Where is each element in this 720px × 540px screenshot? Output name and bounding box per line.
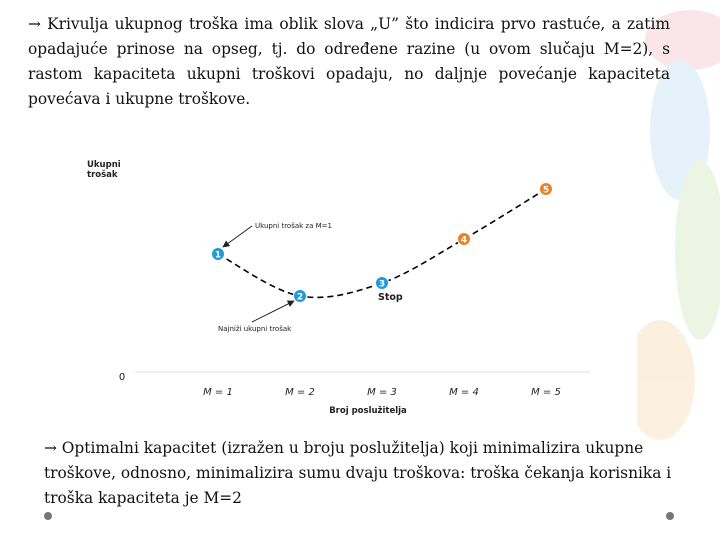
- annotation: Najniži ukupni trošak: [218, 325, 292, 333]
- x-axis-title: Broj poslužitelja: [329, 406, 407, 416]
- point-label: 5: [543, 186, 549, 196]
- point-label: 3: [379, 280, 385, 290]
- paragraph: → Optimalni kapacitet (izražen u broju p…: [44, 439, 672, 507]
- point-label: 1: [215, 251, 221, 261]
- point-marker: [293, 289, 307, 303]
- x-tick-label: M = 1: [203, 387, 233, 398]
- annotation: Ukupni trošak za M=1: [255, 222, 332, 230]
- annotation-arrow: [251, 300, 295, 323]
- annotation: Stop: [378, 292, 403, 303]
- x-tick-label: M = 3: [367, 387, 397, 398]
- point-marker: [539, 182, 553, 196]
- y-axis-title: Ukupni trošak: [87, 160, 121, 180]
- annotation-arrow: [222, 225, 253, 248]
- point-label: 2: [297, 293, 303, 303]
- decoration: [625, 10, 720, 440]
- paragraph: → Krivulja ukupnog troška ima oblik slov…: [28, 15, 670, 108]
- point-label: 4: [461, 236, 467, 246]
- x-tick-label: M = 4: [449, 387, 479, 398]
- y-tick-label: 0: [119, 372, 125, 383]
- point-marker: [211, 247, 225, 261]
- x-tick-label: M = 2: [285, 387, 315, 398]
- point-marker: [375, 276, 389, 290]
- point-marker: [457, 232, 471, 246]
- bullet-dot: [666, 512, 674, 520]
- bullet-dot: [44, 512, 52, 520]
- chart-area: [65, 112, 637, 424]
- cost-curve: [217, 188, 547, 299]
- x-tick-label: M = 5: [531, 387, 561, 398]
